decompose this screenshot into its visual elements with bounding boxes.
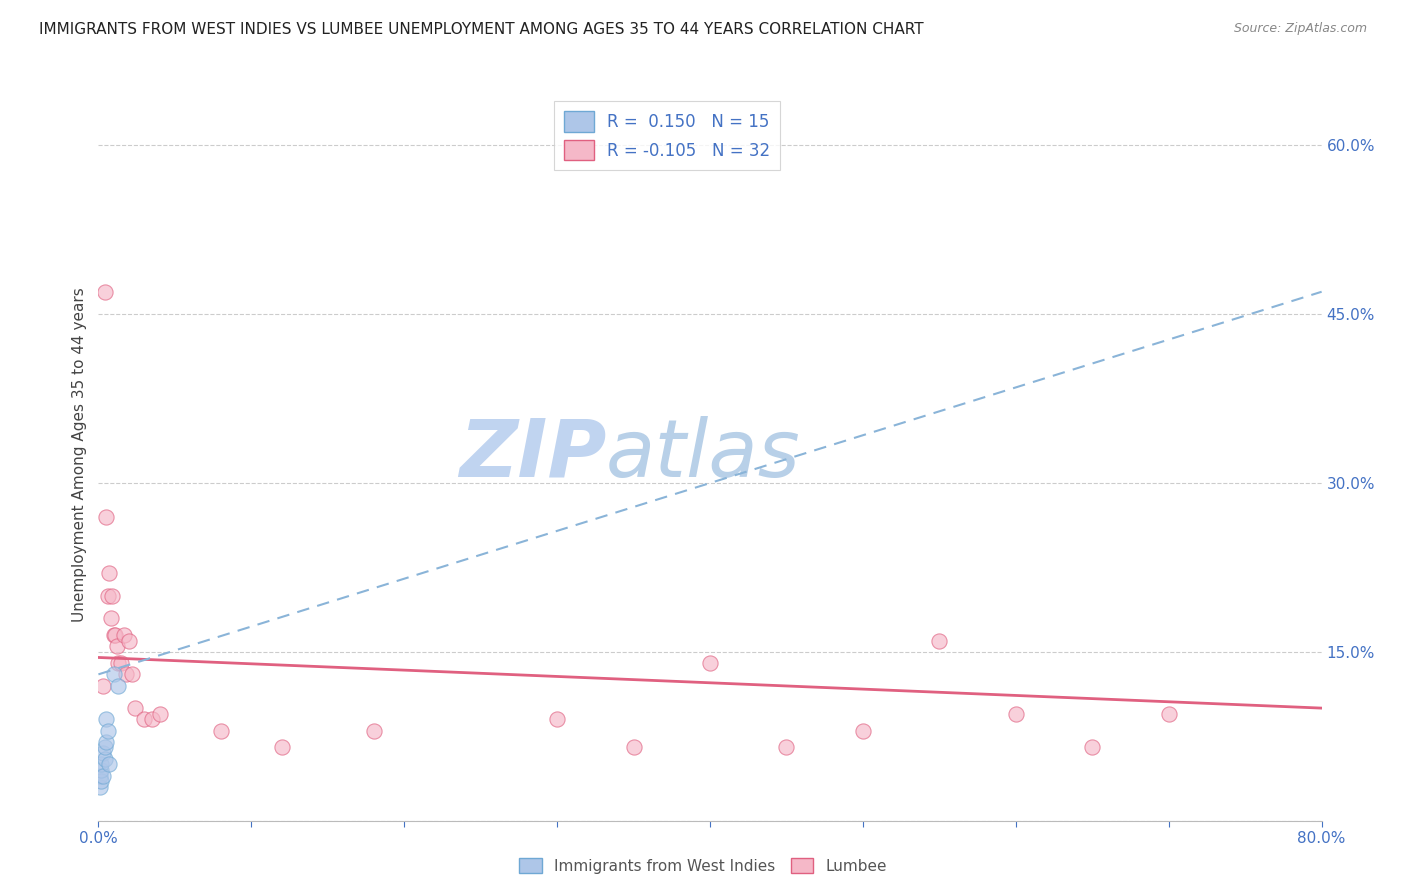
Point [91,769,114,783]
Point [90,757,112,772]
Point [546,712,568,726]
Point [107,679,129,693]
Point [1081,740,1104,755]
Point [90,774,112,789]
Point [112,628,135,642]
Point [928,633,950,648]
Point [363,723,385,738]
Point [1004,706,1026,721]
Text: atlas: atlas [606,416,801,494]
Point [94,509,117,524]
Point [270,740,292,755]
Point [852,723,875,738]
Point [121,667,143,681]
Point [1157,706,1180,721]
Point [141,712,163,726]
Point [93,752,115,766]
Point [98,566,121,580]
Point [91,679,114,693]
Point [105,639,128,653]
Point [149,706,172,721]
Point [101,589,124,603]
Point [94,735,117,749]
Point [98,757,121,772]
Point [89,780,111,794]
Point [775,740,797,755]
Point [699,656,721,670]
Point [623,740,645,755]
Text: Source: ZipAtlas.com: Source: ZipAtlas.com [1233,22,1367,36]
Point [124,701,146,715]
Point [90,763,112,777]
Point [209,723,232,738]
Point [100,611,122,625]
Point [134,712,156,726]
Text: IMMIGRANTS FROM WEST INDIES VS LUMBEE UNEMPLOYMENT AMONG AGES 35 TO 44 YEARS COR: IMMIGRANTS FROM WEST INDIES VS LUMBEE UN… [39,22,924,37]
Legend: R =  0.150   N = 15, R = -0.105   N = 32: R = 0.150 N = 15, R = -0.105 N = 32 [554,101,780,170]
Point [107,656,129,670]
Y-axis label: Unemployment Among Ages 35 to 44 years: Unemployment Among Ages 35 to 44 years [72,287,87,623]
Point [94,712,117,726]
Point [118,633,141,648]
Point [91,746,114,760]
Point [104,628,127,642]
Point [103,628,125,642]
Point [93,740,115,755]
Point [110,656,132,670]
Point [93,285,115,299]
Point [103,667,125,681]
Legend: Immigrants from West Indies, Lumbee: Immigrants from West Indies, Lumbee [513,852,893,880]
Text: ZIP: ZIP [458,416,606,494]
Point [115,667,138,681]
Point [89,769,111,783]
Point [97,723,120,738]
Point [97,589,120,603]
